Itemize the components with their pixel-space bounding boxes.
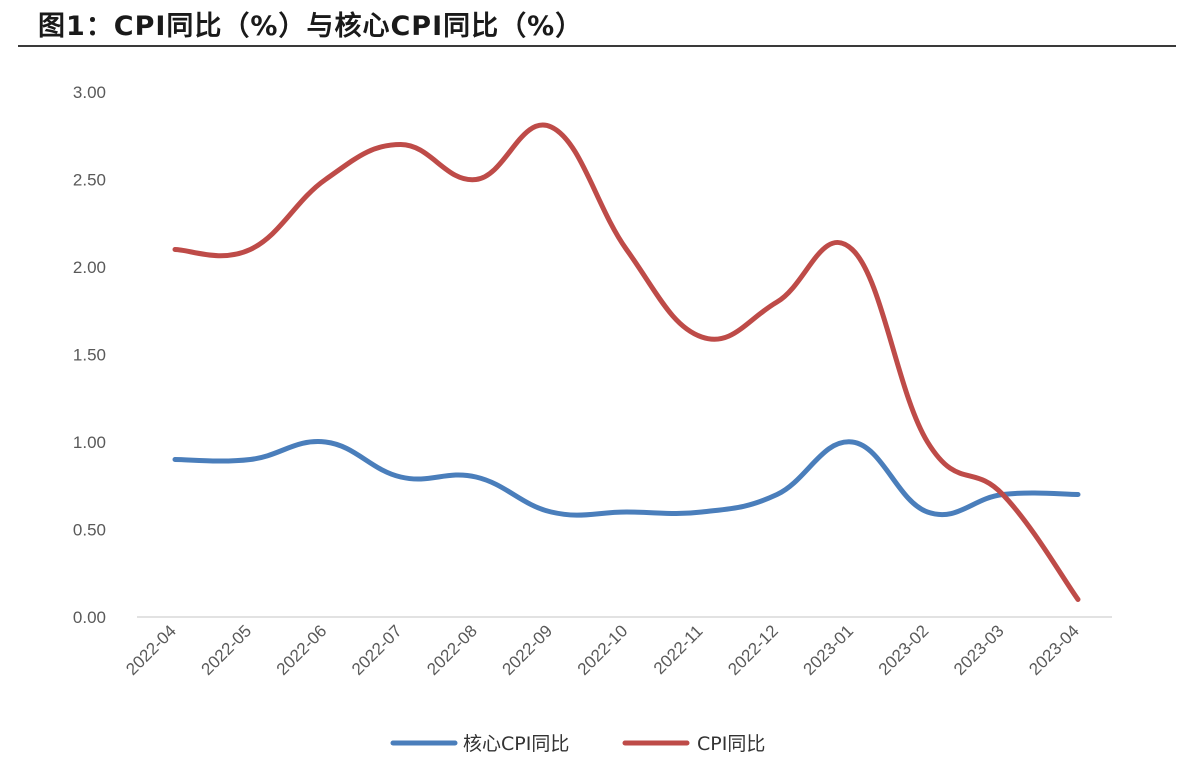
legend: 核心CPI同比 CPI同比 [390, 733, 765, 755]
x-axis-ticks: 2022-04 2022-05 2022-06 2022-07 2022-08 2022-… [122, 621, 1083, 679]
y-tick-label: 0.50 [73, 521, 106, 540]
x-tick-label: 2022-06 [273, 621, 331, 679]
x-tick-label: 2023-03 [950, 621, 1008, 679]
x-tick-label: 2022-08 [423, 621, 481, 679]
x-tick-label: 2022-10 [574, 621, 632, 679]
x-tick-label: 2022-05 [198, 621, 256, 679]
chart-title: 图1：CPI同比（%）与核心CPI同比（%） [38, 11, 584, 42]
legend-label: CPI同比 [697, 733, 765, 755]
x-tick-label: 2022-09 [499, 621, 557, 679]
title-underline [18, 45, 1176, 47]
y-tick-label: 2.00 [73, 258, 106, 277]
x-tick-label: 2023-01 [800, 621, 858, 679]
y-tick-label: 1.50 [73, 346, 106, 365]
y-tick-label: 0.00 [73, 608, 106, 627]
x-tick-label: 2022-07 [348, 621, 406, 679]
series-lines [172, 122, 1081, 602]
y-axis-ticks: 0.00 0.50 1.00 1.50 2.00 2.50 3.00 [73, 83, 106, 627]
x-tick-label: 2023-04 [1025, 621, 1083, 679]
y-tick-label: 2.50 [73, 171, 106, 190]
x-tick-label: 2022-11 [650, 621, 707, 678]
legend-label: 核心CPI同比 [463, 733, 569, 755]
core-cpi-series-line [172, 439, 1081, 518]
cpi-series-line [172, 122, 1081, 602]
y-tick-label: 1.00 [73, 433, 106, 452]
x-tick-label: 2022-12 [724, 621, 782, 679]
x-tick-label: 2023-02 [875, 621, 933, 679]
x-tick-label: 2022-04 [122, 621, 180, 679]
y-tick-label: 3.00 [73, 83, 106, 102]
